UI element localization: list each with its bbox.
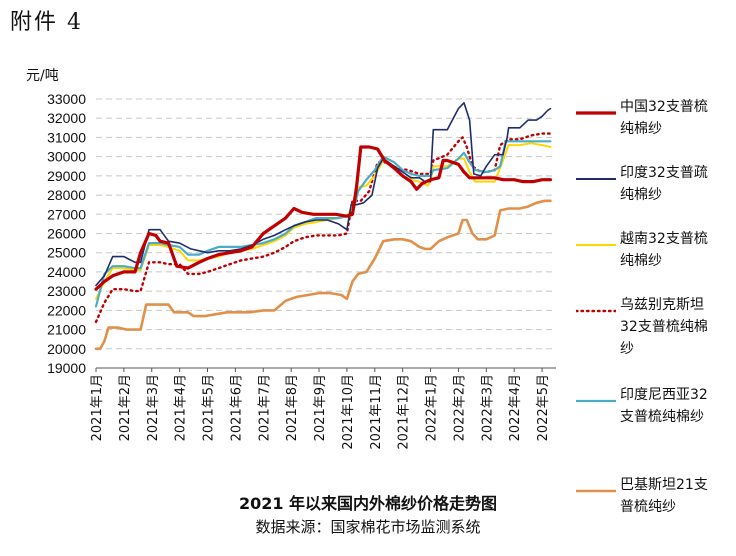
chart-legend: 中国32支普梳纯棉纱 印度32支普疏纯棉纱 越南32支普梳纯棉纱 乌兹别克斯坦3… (576, 96, 736, 540)
legend-swatch-india (576, 178, 616, 180)
chart-title: 2021 年以来国内外棉纱价格走势图 (238, 494, 498, 513)
legend-swatch-pakistan (576, 489, 616, 493)
x-tick-label: 2021年10月 (341, 374, 356, 450)
legend-swatch-vietnam (576, 244, 616, 246)
y-tick-label: 22000 (47, 302, 86, 318)
x-tick-label: 2021年7月 (257, 374, 272, 441)
legend-label-india: 印度32支普疏纯棉纱 (620, 165, 708, 203)
y-tick-label: 28000 (47, 187, 86, 203)
legend-swatch-uzbekistan (576, 309, 616, 313)
legend-swatch-china (576, 111, 616, 115)
x-tick-label: 2021年1月 (90, 374, 105, 441)
y-tick-label: 30000 (47, 149, 86, 165)
legend-item-vietnam: 越南32支普梳纯棉纱 (576, 228, 736, 294)
attachment-label: 附件 4 (10, 10, 83, 35)
chart-source: 数据来源：国家棉花市场监测系统 (255, 518, 481, 536)
y-tick-label: 29000 (47, 168, 86, 184)
x-tick-label: 2021年12月 (397, 374, 412, 450)
y-axis-label: 元/吨 (26, 68, 59, 84)
x-tick-label: 2022年4月 (508, 374, 523, 441)
x-tick-label: 2021年11月 (369, 374, 384, 450)
series-line-vietnam (95, 142, 552, 300)
y-tick-label: 25000 (47, 245, 86, 261)
series-line-china (94, 145, 552, 291)
legend-label-pakistan: 巴基斯坦21支普梳纯纱 (620, 477, 708, 515)
x-tick-label: 2021年5月 (202, 374, 217, 441)
y-tick-label: 20000 (47, 341, 86, 357)
legend-item-indonesia: 印度尼西亚32支普梳纯棉纱 (576, 384, 736, 474)
x-tick-label: 2021年4月 (174, 374, 189, 441)
legend-label-uzbekistan: 乌兹别克斯坦32支普梳纯棉纱 (620, 297, 708, 357)
y-tick-label: 19000 (47, 360, 86, 376)
series-line-pakistan (94, 199, 552, 351)
legend-label-china: 中国32支普梳纯棉纱 (620, 99, 708, 137)
y-tick-label: 21000 (47, 322, 86, 338)
y-tick-label: 31000 (47, 129, 86, 145)
y-tick-label: 27000 (47, 206, 86, 222)
y-tick-label: 26000 (47, 226, 86, 242)
x-tick-label: 2022年3月 (480, 374, 495, 441)
legend-item-india: 印度32支普疏纯棉纱 (576, 162, 736, 228)
legend-label-vietnam: 越南32支普梳纯棉纱 (620, 231, 708, 269)
y-tick-label: 33000 (47, 91, 86, 107)
x-tick-label: 2022年2月 (452, 374, 467, 441)
x-tick-label: 2021年6月 (229, 374, 244, 441)
x-tick-label: 2022年1月 (425, 374, 440, 441)
y-tick-label: 32000 (47, 110, 86, 126)
x-tick-label: 2021年9月 (313, 374, 328, 441)
y-tick-label: 23000 (47, 283, 86, 299)
legend-item-china: 中国32支普梳纯棉纱 (576, 96, 736, 162)
legend-item-pakistan: 巴基斯坦21支普梳纯纱 (576, 474, 736, 540)
legend-label-indonesia: 印度尼西亚32支普梳纯棉纱 (620, 387, 708, 425)
legend-swatch-indonesia (576, 399, 616, 403)
x-tick-label: 2021年2月 (118, 374, 133, 441)
legend-item-uzbekistan: 乌兹别克斯坦32支普梳纯棉纱 (576, 294, 736, 384)
y-tick-label: 24000 (47, 264, 86, 280)
x-tick-label: 2022年5月 (536, 374, 551, 441)
x-tick-label: 2021年8月 (285, 374, 300, 441)
series-line-india (95, 102, 552, 287)
x-tick-label: 2021年3月 (146, 374, 161, 441)
series-line-indonesia (94, 140, 552, 308)
